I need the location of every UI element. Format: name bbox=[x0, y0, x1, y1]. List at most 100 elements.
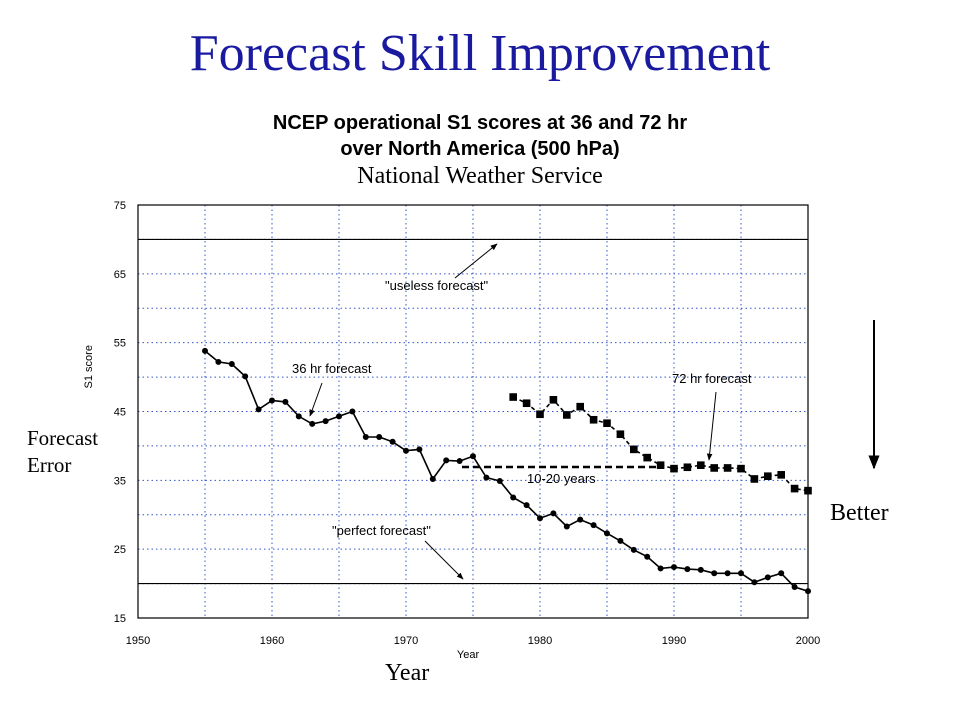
series-36hr-point bbox=[577, 516, 584, 523]
series-36hr-point bbox=[202, 347, 208, 354]
series-72hr-point bbox=[603, 419, 611, 428]
y-tick-label: 45 bbox=[114, 407, 126, 419]
series-36hr-point bbox=[510, 494, 517, 501]
series-36hr-point bbox=[523, 502, 530, 509]
y-tick-label: 75 bbox=[114, 200, 126, 212]
series-72hr-point bbox=[790, 484, 799, 493]
perfect-forecast-annotation: "perfect forecast" bbox=[332, 523, 431, 538]
series-72hr-point bbox=[683, 463, 692, 472]
series-36hr-point bbox=[282, 398, 289, 405]
series-72hr-point bbox=[563, 411, 571, 419]
72hr-forecast-arrow bbox=[706, 391, 717, 461]
series-72hr-point bbox=[737, 464, 745, 473]
x-tick-label: 2000 bbox=[796, 635, 820, 647]
series-36hr-point bbox=[416, 446, 423, 453]
series-36hr-point bbox=[563, 523, 570, 530]
series-36hr-point bbox=[483, 474, 490, 481]
series-36hr-point bbox=[336, 413, 342, 420]
series-72hr-point bbox=[522, 399, 531, 408]
x-tick-label: 1960 bbox=[260, 635, 284, 647]
series-36hr-point bbox=[657, 565, 664, 572]
36hr-forecast-annotation: 36 hr forecast bbox=[292, 361, 372, 376]
series-72hr-point bbox=[576, 402, 584, 411]
series-72hr-point bbox=[750, 475, 759, 483]
useless-forecast-annotation: "useless forecast" bbox=[385, 278, 489, 293]
x-tick-label: 1980 bbox=[528, 635, 552, 647]
series-72hr-point bbox=[643, 453, 651, 462]
series-36hr-point bbox=[711, 570, 718, 577]
series-36hr-point bbox=[764, 574, 771, 581]
series-36hr-point bbox=[215, 358, 222, 365]
series-72hr-point bbox=[764, 472, 772, 481]
series-36hr-point bbox=[738, 570, 744, 577]
series-72hr-point bbox=[670, 464, 678, 473]
series-36hr-point bbox=[644, 553, 651, 560]
series-36hr-point bbox=[604, 530, 610, 537]
y-tick-label: 55 bbox=[114, 338, 126, 350]
series-36hr-point bbox=[242, 373, 249, 380]
series-36hr-point bbox=[791, 584, 798, 591]
x-axis-label: Year bbox=[457, 649, 480, 661]
year-big-label: Year bbox=[385, 660, 430, 686]
perfect-forecast-arrow bbox=[424, 540, 464, 580]
plot-frame bbox=[137, 204, 809, 619]
y-axis-label: S1 score bbox=[83, 345, 95, 388]
series-36hr-point bbox=[269, 397, 275, 404]
chart-title-line-1: NCEP operational S1 scores at 36 and 72 … bbox=[272, 112, 688, 134]
series-36hr-point bbox=[590, 522, 597, 529]
series-72hr-point bbox=[723, 464, 732, 472]
series-36hr-line bbox=[204, 350, 809, 592]
series-36hr-point bbox=[630, 546, 637, 553]
series-36hr-point bbox=[349, 408, 356, 415]
reference-lines bbox=[138, 238, 808, 585]
series-36hr-point bbox=[671, 564, 677, 571]
series-36hr-point bbox=[550, 510, 557, 517]
series-72hr-point bbox=[589, 415, 598, 424]
y-tick-label: 65 bbox=[114, 269, 126, 281]
series-36hr-point bbox=[295, 413, 302, 420]
x-tick-label: 1970 bbox=[394, 635, 418, 647]
series-36hr-point bbox=[228, 361, 235, 368]
y-tick-label: 25 bbox=[114, 544, 126, 556]
better-label: Better bbox=[830, 500, 889, 526]
series-36hr-point bbox=[389, 438, 396, 445]
series-72hr-point bbox=[710, 464, 718, 472]
series-72hr-point bbox=[656, 461, 665, 469]
forecast-error-line-2: Error bbox=[27, 453, 72, 477]
series-72hr-point bbox=[697, 461, 705, 469]
series-36hr-point bbox=[778, 570, 785, 577]
chart-title: NCEP operational S1 scores at 36 and 72 … bbox=[210, 110, 750, 162]
series-72hr-point bbox=[509, 393, 517, 401]
forecast-error-line-1: Forecast bbox=[27, 426, 99, 450]
series-36hr-point bbox=[376, 433, 383, 440]
series-72hr-point bbox=[777, 471, 785, 479]
forecast-error-label: Forecast Error bbox=[27, 425, 98, 479]
slide-title: Forecast Skill Improvement bbox=[189, 25, 771, 82]
gap-annotation: 10-20 years bbox=[527, 471, 596, 486]
series-36hr-point bbox=[255, 406, 262, 413]
series-72hr-point bbox=[536, 410, 544, 419]
series-36hr-point bbox=[403, 447, 409, 454]
national-weather-service-label: National Weather Service bbox=[357, 163, 603, 189]
x-tick-label: 1950 bbox=[126, 635, 150, 647]
y-tick-label: 15 bbox=[114, 613, 126, 625]
axes: 15 25 35 45 55 65 75 1950 1960 1970 1980 1990 2000 Ye… bbox=[83, 200, 820, 661]
series-36hr-point bbox=[322, 418, 329, 425]
72hr-forecast-annotation: 72 hr forecast bbox=[672, 371, 752, 386]
series-36hr-point bbox=[697, 566, 704, 573]
series-36hr-point bbox=[751, 579, 758, 586]
series-72hr-point bbox=[630, 445, 638, 454]
series-36hr-point bbox=[362, 433, 369, 440]
series-36hr-point bbox=[443, 457, 450, 464]
series-72hr-point bbox=[616, 430, 625, 439]
useless-forecast-arrow bbox=[454, 243, 498, 279]
series-72hr-point bbox=[549, 395, 558, 404]
36hr-forecast-arrow bbox=[309, 382, 323, 417]
series-36hr-point bbox=[617, 537, 624, 544]
series-36hr-point bbox=[470, 453, 476, 460]
series-36hr-point bbox=[724, 570, 731, 577]
grid-lines bbox=[138, 205, 808, 618]
series-36hr-point bbox=[684, 566, 691, 573]
chart-title-line-2: over North America (500 hPa) bbox=[340, 138, 620, 160]
